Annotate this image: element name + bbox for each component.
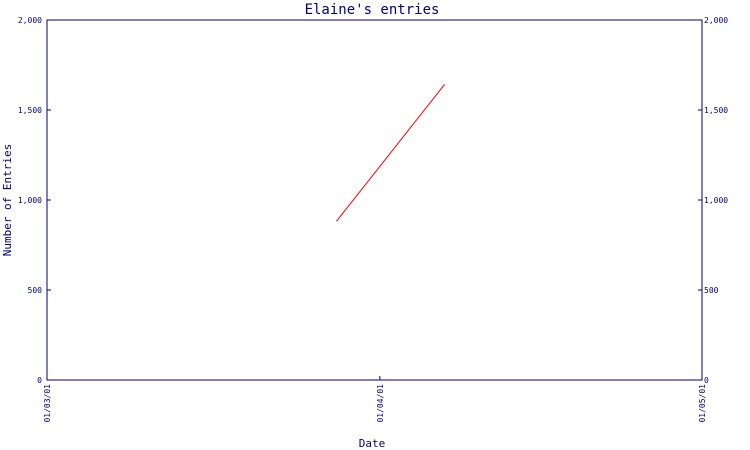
y-tick-label-right: 1,000 — [704, 196, 728, 205]
y-tick-label-right: 2,000 — [704, 16, 728, 25]
chart-title: Elaine's entries — [305, 2, 440, 18]
y-tick-label-left: 2,000 — [18, 16, 42, 25]
data-point — [443, 84, 445, 86]
data-point — [336, 220, 338, 222]
y-tick-label-left: 500 — [28, 286, 43, 295]
axis-ticks: 0 0 500 500 1,000 1,000 1,500 1,500 2,000 2,000 01… — [18, 16, 728, 423]
y-tick-label-right: 1,500 — [704, 106, 728, 115]
x-axis-label: Date — [359, 437, 386, 450]
y-tick-label-left: 0 — [37, 376, 42, 385]
y-tick-label-left: 1,000 — [18, 196, 42, 205]
x-tick-label: 01/03/01 — [43, 384, 52, 423]
y-axis-label: Number of Entries — [1, 144, 14, 257]
x-tick-label: 01/04/01 — [376, 384, 385, 423]
y-tick-label-right: 0 — [704, 376, 709, 385]
plot-frame — [46, 19, 703, 381]
x-tick-label: 01/05/01 — [698, 384, 707, 423]
y-tick-label-right: 500 — [704, 286, 719, 295]
y-tick-label-left: 1,500 — [18, 106, 42, 115]
series-layer — [336, 84, 445, 222]
series-line — [336, 84, 445, 222]
